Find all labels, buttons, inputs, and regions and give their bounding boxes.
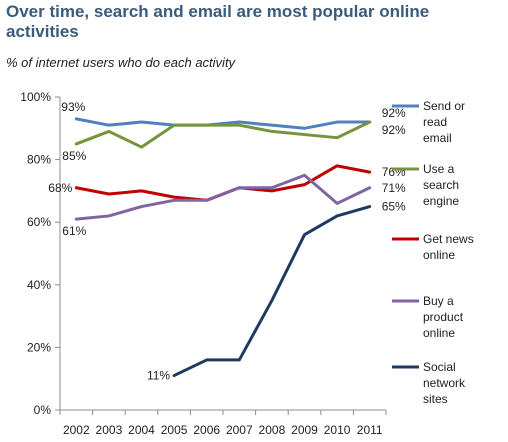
legend-label: online bbox=[423, 326, 455, 340]
y-tick-label: 80% bbox=[27, 153, 51, 167]
y-tick-label: 20% bbox=[27, 340, 51, 354]
x-tick-label: 2002 bbox=[63, 423, 90, 437]
legend-label: email bbox=[423, 131, 452, 145]
data-label: 92% bbox=[382, 106, 406, 120]
data-label: 76% bbox=[382, 165, 406, 179]
legend-label: sites bbox=[423, 392, 448, 406]
y-tick-label: 100% bbox=[20, 90, 51, 104]
legend-label: Get news bbox=[423, 232, 474, 246]
data-label: 61% bbox=[62, 224, 86, 238]
data-label: 92% bbox=[382, 123, 406, 137]
y-tick-label: 0% bbox=[34, 403, 52, 417]
x-tick-label: 2011 bbox=[357, 423, 383, 437]
x-tick-label: 2004 bbox=[128, 423, 155, 437]
data-label: 68% bbox=[48, 181, 72, 195]
chart-subtitle: % of internet users who do each activity bbox=[6, 55, 236, 70]
x-tick-label: 2007 bbox=[226, 423, 253, 437]
legend-label: search bbox=[423, 178, 459, 192]
legend-label: Use a bbox=[423, 162, 455, 176]
series-line-send-or-read-email bbox=[74, 117, 372, 130]
legend-label: engine bbox=[423, 194, 459, 208]
legend-label: online bbox=[423, 248, 455, 262]
x-tick-label: 2006 bbox=[193, 423, 220, 437]
data-label: 65% bbox=[382, 200, 406, 214]
data-label: 11% bbox=[147, 369, 170, 383]
data-label: 93% bbox=[61, 100, 85, 114]
legend-label: Social bbox=[423, 360, 456, 374]
data-label: 71% bbox=[382, 181, 406, 195]
x-tick-label: 2005 bbox=[161, 423, 188, 437]
x-tick-label: 2003 bbox=[96, 423, 123, 437]
legend-label: network bbox=[423, 376, 466, 390]
x-tick-label: 2010 bbox=[324, 423, 351, 437]
legend-label: Send or bbox=[423, 99, 465, 113]
legend-label: Buy a bbox=[423, 294, 454, 308]
x-tick-label: 2009 bbox=[291, 423, 318, 437]
x-tick-label: 2008 bbox=[259, 423, 286, 437]
series-line-use-a-search-engine bbox=[74, 120, 372, 149]
legend-label: read bbox=[423, 115, 447, 129]
chart-title: Over time, search and email are most pop… bbox=[6, 2, 430, 41]
legend-label: product bbox=[423, 310, 464, 324]
series-line-buy-a-product-online bbox=[74, 173, 372, 221]
data-label: 85% bbox=[62, 149, 86, 163]
series-line-social-network-sites bbox=[172, 205, 372, 378]
y-tick-label: 60% bbox=[27, 215, 51, 229]
y-tick-label: 40% bbox=[27, 278, 51, 292]
